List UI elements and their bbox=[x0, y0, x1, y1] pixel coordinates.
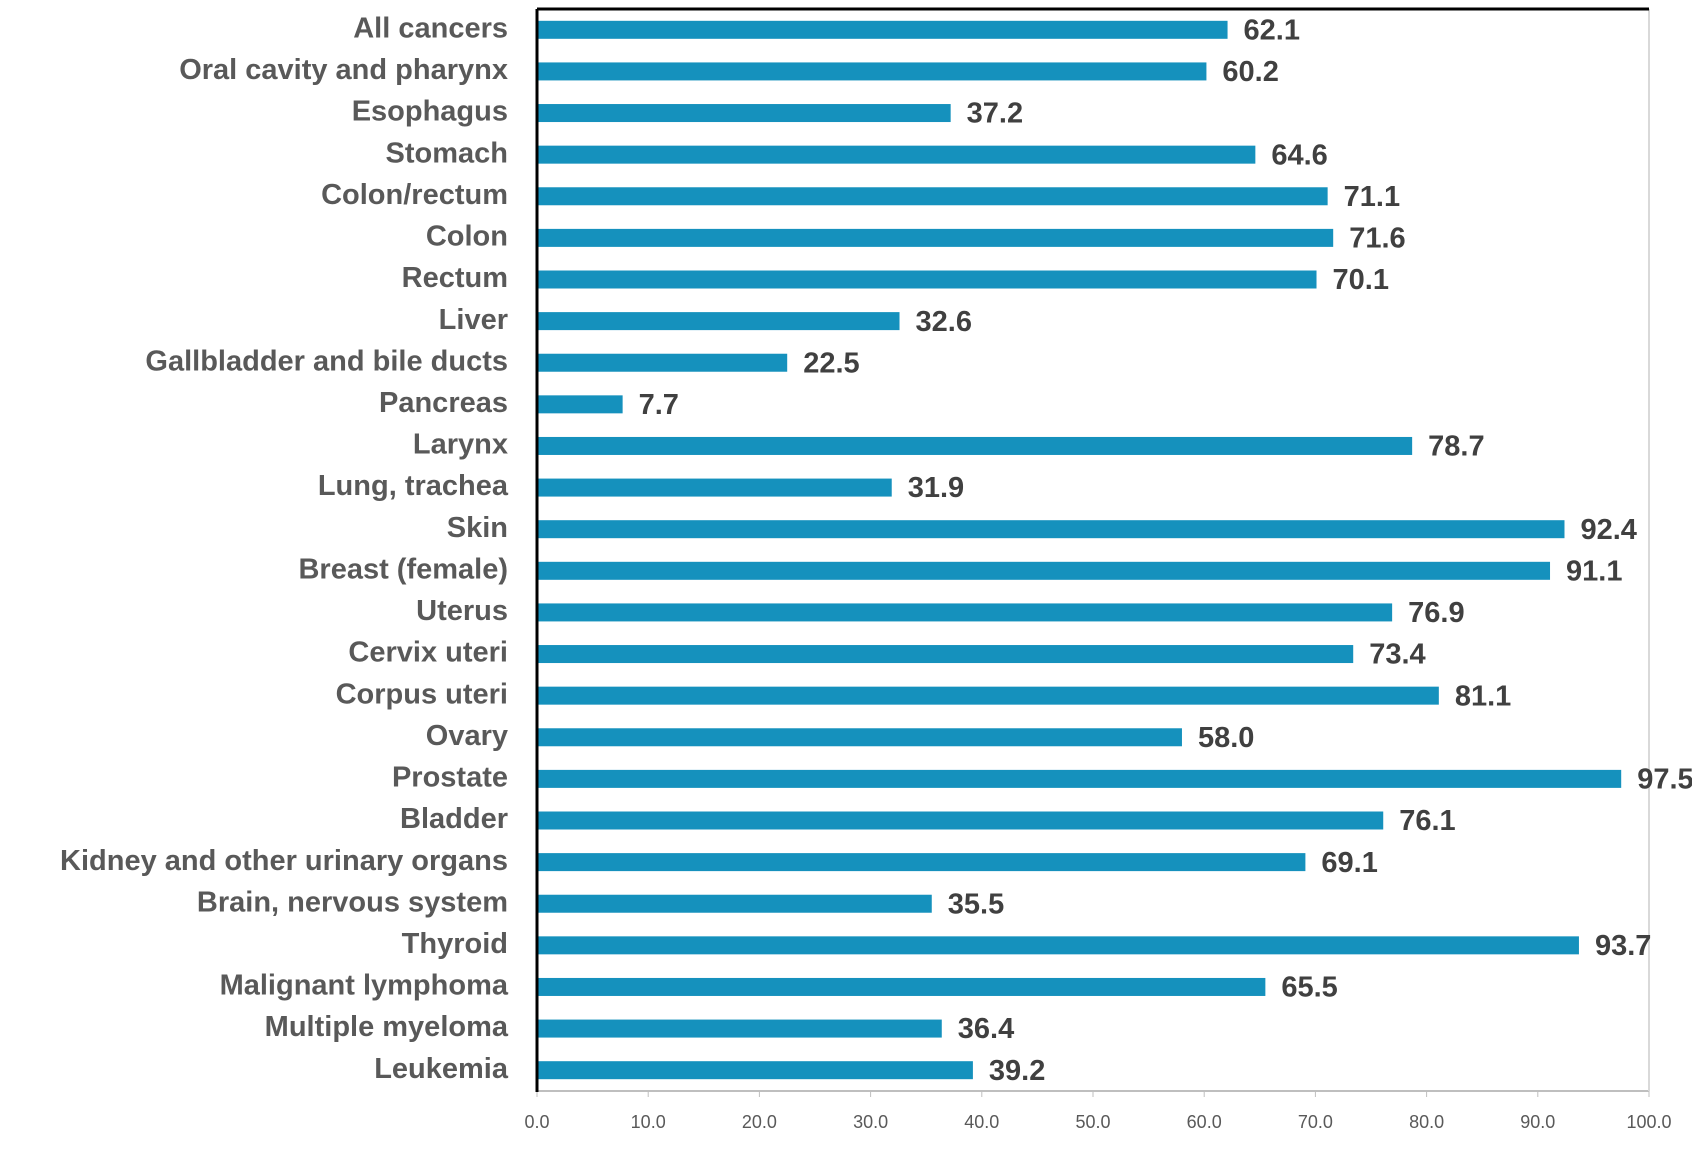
bar bbox=[537, 104, 951, 123]
y-tick-label: Liver bbox=[439, 304, 508, 336]
value-label: 36.4 bbox=[958, 1013, 1014, 1045]
y-tick-label: Oral cavity and pharynx bbox=[179, 54, 508, 86]
bar bbox=[537, 977, 1266, 996]
value-label: 60.2 bbox=[1222, 56, 1278, 88]
value-label: 93.7 bbox=[1595, 930, 1651, 962]
value-label: 65.5 bbox=[1281, 972, 1337, 1004]
bar bbox=[537, 228, 1334, 247]
y-tick-label: All cancers bbox=[353, 12, 508, 44]
x-tick-label: 60.0 bbox=[1187, 1112, 1222, 1132]
bar bbox=[537, 769, 1622, 788]
bar bbox=[537, 1061, 973, 1080]
bar bbox=[537, 353, 788, 372]
value-label: 32.6 bbox=[916, 306, 972, 338]
y-tick-label: Skin bbox=[447, 512, 508, 544]
value-label: 22.5 bbox=[803, 347, 859, 379]
y-tick-label: Breast (female) bbox=[298, 553, 508, 585]
y-tick-label: Kidney and other urinary organs bbox=[60, 845, 508, 877]
value-label: 78.7 bbox=[1428, 431, 1484, 463]
value-label: 70.1 bbox=[1333, 264, 1389, 296]
value-label: 35.5 bbox=[948, 888, 1004, 920]
y-tick-label: Stomach bbox=[386, 137, 508, 169]
y-tick-label: Pancreas bbox=[379, 387, 508, 419]
bar bbox=[537, 936, 1579, 955]
bar bbox=[537, 1019, 942, 1038]
bar bbox=[537, 728, 1182, 747]
bar bbox=[537, 62, 1207, 81]
x-tick-label: 0.0 bbox=[524, 1112, 549, 1132]
bar bbox=[537, 478, 892, 497]
bar bbox=[537, 395, 623, 414]
y-tick-label: Brain, nervous system bbox=[197, 886, 508, 918]
bar bbox=[537, 312, 900, 331]
bar bbox=[537, 187, 1328, 206]
x-tick-label: 30.0 bbox=[853, 1112, 888, 1132]
value-label: 71.1 bbox=[1344, 181, 1400, 213]
value-label: 71.6 bbox=[1349, 223, 1405, 255]
y-tick-label: Multiple myeloma bbox=[265, 1011, 509, 1043]
x-tick-label: 90.0 bbox=[1520, 1112, 1555, 1132]
value-label: 37.2 bbox=[967, 98, 1023, 130]
y-tick-label: Colon bbox=[426, 221, 508, 253]
bar bbox=[537, 894, 932, 913]
x-tick-label: 100.0 bbox=[1626, 1112, 1671, 1132]
bar bbox=[537, 645, 1354, 664]
y-tick-label: Gallbladder and bile ducts bbox=[145, 345, 508, 377]
value-label: 91.1 bbox=[1566, 555, 1622, 587]
y-tick-label: Larynx bbox=[413, 429, 508, 461]
y-tick-label: Cervix uteri bbox=[348, 637, 508, 669]
y-tick-label: Rectum bbox=[402, 262, 508, 294]
y-tick-label: Prostate bbox=[392, 762, 508, 794]
bar bbox=[537, 145, 1256, 164]
bar bbox=[537, 853, 1306, 872]
value-label: 73.4 bbox=[1369, 639, 1425, 671]
bar bbox=[537, 811, 1384, 830]
value-label: 62.1 bbox=[1244, 14, 1300, 46]
value-label: 76.1 bbox=[1399, 805, 1455, 837]
value-label: 92.4 bbox=[1580, 514, 1636, 546]
y-tick-label: Colon/rectum bbox=[321, 179, 508, 211]
value-label: 7.7 bbox=[639, 389, 679, 421]
value-label: 69.1 bbox=[1321, 847, 1377, 879]
value-label: 58.0 bbox=[1198, 722, 1254, 754]
value-label: 31.9 bbox=[908, 472, 964, 504]
bar bbox=[537, 520, 1565, 539]
bar bbox=[537, 20, 1228, 39]
value-label: 39.2 bbox=[989, 1055, 1045, 1087]
value-label: 97.5 bbox=[1637, 764, 1692, 796]
bar bbox=[537, 270, 1317, 289]
y-tick-label: Thyroid bbox=[402, 928, 508, 960]
bar bbox=[537, 686, 1439, 705]
x-tick-label: 70.0 bbox=[1298, 1112, 1333, 1132]
y-tick-label: Malignant lymphoma bbox=[220, 970, 509, 1002]
y-tick-label: Ovary bbox=[426, 720, 508, 752]
bar bbox=[537, 436, 1413, 455]
y-tick-label: Bladder bbox=[400, 803, 508, 835]
x-tick-label: 50.0 bbox=[1075, 1112, 1110, 1132]
y-tick-label: Leukemia bbox=[374, 1053, 509, 1085]
y-tick-label: Esophagus bbox=[352, 96, 508, 128]
value-label: 76.9 bbox=[1408, 597, 1464, 629]
y-tick-label: Uterus bbox=[416, 595, 508, 627]
bar bbox=[537, 603, 1393, 622]
x-tick-label: 80.0 bbox=[1409, 1112, 1444, 1132]
x-tick-label: 40.0 bbox=[964, 1112, 999, 1132]
x-tick-label: 10.0 bbox=[631, 1112, 666, 1132]
y-tick-label: Lung, trachea bbox=[318, 470, 509, 502]
y-tick-label: Corpus uteri bbox=[336, 678, 508, 710]
bar bbox=[537, 561, 1551, 580]
x-tick-label: 20.0 bbox=[742, 1112, 777, 1132]
value-label: 81.1 bbox=[1455, 680, 1511, 712]
value-label: 64.6 bbox=[1271, 139, 1327, 171]
